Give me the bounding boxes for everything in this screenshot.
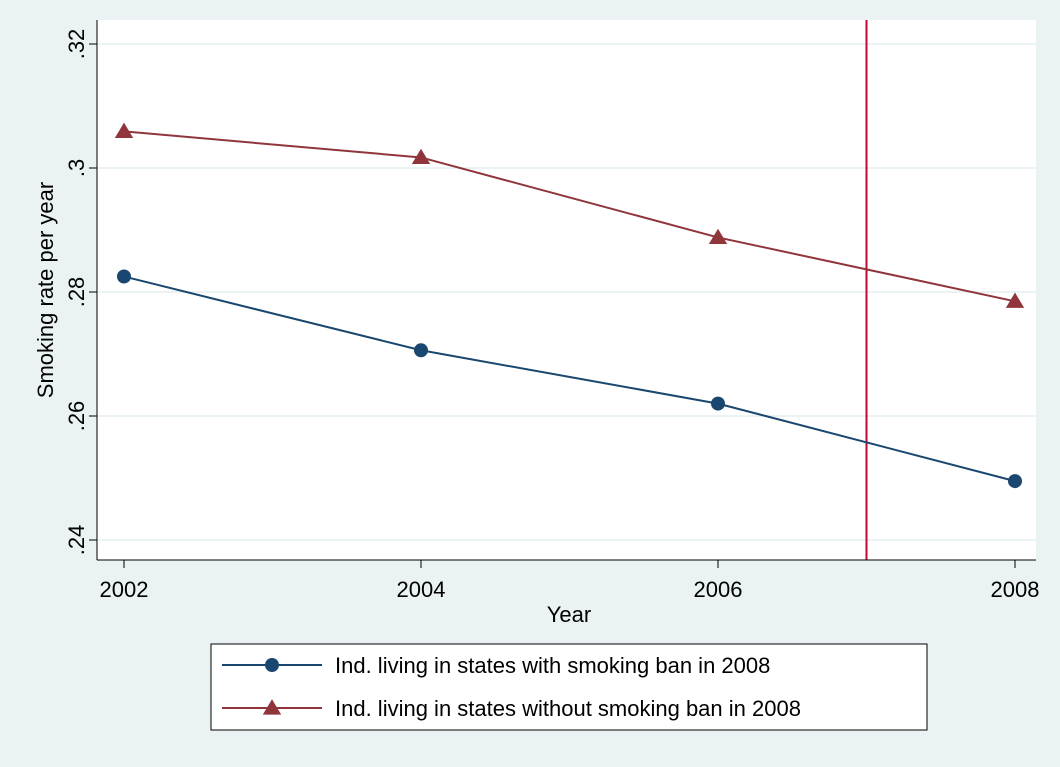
- legend-marker: [262, 699, 282, 715]
- data-point: [114, 122, 134, 138]
- series-line: [123, 130, 1016, 303]
- y-tick-label: .32: [64, 29, 89, 60]
- series-group: [114, 122, 1025, 489]
- legend-item: Ind. living in states with smoking ban i…: [222, 653, 770, 678]
- y-tick-label: .3: [64, 159, 89, 177]
- legend-label: Ind. living in states with smoking ban i…: [335, 653, 770, 678]
- series-line: [123, 275, 1016, 483]
- x-tick-label: 2008: [991, 577, 1040, 602]
- x-axis-ticks: 2002 2004 2006 2008: [100, 560, 1040, 602]
- data-point: [1008, 474, 1022, 489]
- y-axis-title: Smoking rate per year: [33, 182, 58, 398]
- x-tick-label: 2002: [100, 577, 149, 602]
- data-point: [708, 228, 728, 245]
- x-tick-label: 2006: [694, 577, 743, 602]
- y-tick-label: .26: [64, 401, 89, 432]
- axes: [96, 20, 1036, 561]
- series: [117, 269, 1022, 489]
- legend-item: Ind. living in states without smoking ba…: [222, 696, 801, 721]
- x-axis-title: Year: [547, 602, 591, 627]
- data-point: [1005, 292, 1025, 308]
- plot-area: [97, 20, 1036, 560]
- legend-label: Ind. living in states without smoking ba…: [335, 696, 801, 721]
- x-tick-label: 2004: [397, 577, 446, 602]
- data-point: [414, 343, 428, 358]
- y-axis-ticks: .24 .26 .28 .3 .32: [64, 29, 97, 556]
- series: [114, 122, 1025, 308]
- data-point: [411, 148, 431, 165]
- data-point: [117, 269, 131, 284]
- y-tick-label: .24: [64, 525, 89, 556]
- y-tick-label: .28: [64, 277, 89, 308]
- legend-items: Ind. living in states with smoking ban i…: [222, 653, 801, 721]
- legend-marker: [265, 658, 279, 672]
- gridlines: [98, 43, 1036, 541]
- legend-box: [210, 643, 928, 731]
- data-point: [711, 396, 725, 411]
- legend: Ind. living in states with smoking ban i…: [210, 643, 928, 731]
